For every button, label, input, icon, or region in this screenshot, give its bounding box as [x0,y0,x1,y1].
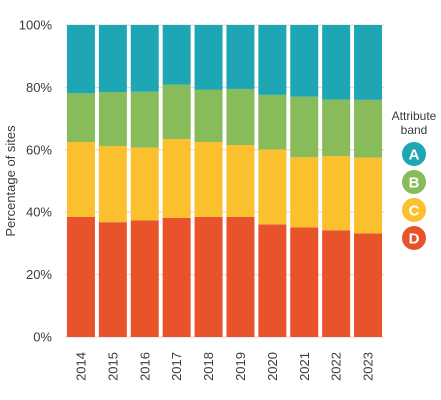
x-axis-ticks: 2014 2015 2016 2017 2018 2019 2020 2021 2022 2023 [73,352,375,381]
bar-segment-d-2018 [194,216,223,337]
x-tick-label: 2021 [297,352,312,381]
bar-segment-a-2023 [354,25,383,100]
y-axis-ticks: 0% 20% 40% 60% 80% 100% [19,18,53,345]
bar-segment-c-2017 [162,139,191,218]
legend-marker-d [402,226,426,250]
x-tick-label: 2017 [169,352,184,381]
y-tick-label: 80% [26,80,52,95]
x-tick-label: 2015 [105,352,120,381]
bar-segment-c-2018 [194,142,223,217]
bar-segment-a-2022 [322,25,351,100]
y-tick-label: 60% [26,142,52,157]
bar-segment-b-2019 [226,88,255,146]
bar-segment-c-2016 [130,147,159,221]
bar-segment-b-2014 [66,93,95,142]
bar-segment-a-2016 [130,25,159,92]
bar-segment-c-2022 [322,156,351,231]
legend-label-a: A [409,147,420,164]
legend-title-line-2: band [401,123,428,137]
bar-segment-d-2017 [162,217,191,337]
bar-segment-d-2016 [130,220,159,337]
bar-segment-a-2015 [98,25,127,93]
bar-segment-b-2017 [162,84,191,140]
bar-segment-d-2021 [290,227,319,337]
bar-segment-b-2015 [98,92,127,147]
bar-segment-d-2023 [354,233,383,337]
bar-segment-b-2020 [258,94,287,150]
bars [66,25,383,337]
bar-segment-d-2019 [226,216,255,337]
x-tick-label: 2019 [233,352,248,381]
bar-segment-c-2023 [354,157,383,234]
bar-segment-c-2019 [226,145,255,217]
legend-label-c: C [409,203,420,220]
bar-segment-b-2018 [194,89,223,142]
bar-segment-a-2020 [258,25,287,95]
bar-segment-a-2021 [290,25,319,97]
bar-segment-d-2022 [322,230,351,337]
bar-segment-b-2023 [354,99,383,158]
bar-segment-c-2021 [290,157,319,228]
bar-segment-a-2018 [194,25,223,90]
legend-title-line-1: Attribute [392,109,437,123]
bar-segment-d-2015 [98,222,127,337]
legend-marker-a [402,142,426,166]
bar-segment-d-2014 [66,216,95,337]
bar-segment-b-2016 [130,91,159,148]
y-tick-label: 20% [26,267,52,282]
x-tick-label: 2020 [265,352,280,381]
legend-marker-c [402,198,426,222]
bar-segment-c-2020 [258,149,287,225]
y-tick-label: 100% [19,18,53,33]
bar-segment-a-2014 [66,25,95,94]
y-axis-title: Percentage of sites [3,125,18,237]
bar-segment-b-2022 [322,99,351,157]
y-tick-label: 0% [33,330,52,345]
y-tick-label: 40% [26,205,52,220]
x-tick-label: 2022 [329,352,344,381]
x-tick-label: 2016 [137,352,152,381]
bar-segment-d-2020 [258,224,287,337]
bar-segment-a-2017 [162,25,191,85]
legend-marker-b [402,170,426,194]
x-tick-label: 2014 [73,352,88,381]
x-tick-label: 2023 [361,352,376,381]
bar-segment-a-2019 [226,25,255,89]
legend-label-d: D [409,231,420,248]
bar-segment-b-2021 [290,96,319,158]
x-tick-label: 2018 [201,352,216,381]
legend-label-b: B [409,175,420,192]
bar-segment-c-2014 [66,142,95,217]
bar-segment-c-2015 [98,146,127,223]
